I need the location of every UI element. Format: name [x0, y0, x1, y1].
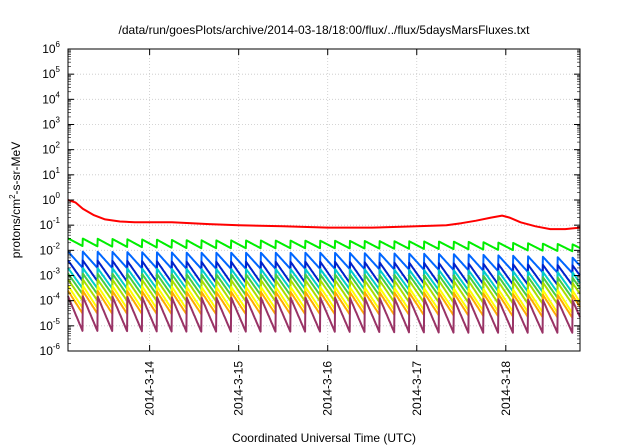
y-tick-label: 10-5	[40, 317, 61, 333]
series-line	[67, 272, 581, 300]
series-line	[67, 295, 581, 334]
series-line	[67, 250, 581, 274]
y-tick-label: 10-2	[40, 241, 61, 257]
series-line	[67, 267, 581, 294]
y-axis-label-suffix: -s-sr-MeV	[9, 142, 23, 195]
chart-title: /data/run/goesPlots/archive/2014-03-18/1…	[119, 23, 531, 37]
x-tick-label: 2014-3-18	[499, 361, 513, 416]
y-axis-ticks: 10-6 10-5 10-4 10-3 10-2 10-1 100 101 102 103 104 1…	[40, 40, 580, 358]
series-line	[67, 284, 581, 315]
y-tick-label: 102	[42, 141, 60, 157]
series-line	[67, 259, 581, 286]
y-tick-label: 104	[42, 90, 60, 106]
series-line	[67, 278, 581, 305]
x-tick-label: 2014-3-17	[410, 361, 424, 416]
y-tick-label: 105	[42, 65, 60, 81]
y-tick-label: 101	[42, 166, 60, 182]
series-line	[67, 199, 581, 231]
x-tick-label: 2014-3-16	[321, 361, 335, 416]
y-tick-label: 100	[42, 191, 60, 207]
y-tick-label: 10-4	[40, 292, 61, 308]
y-tick-label: 10-1	[40, 216, 61, 232]
x-tick-label: 2014-3-14	[143, 361, 157, 416]
x-axis-label: Coordinated Universal Time (UTC)	[232, 431, 416, 445]
series-line	[67, 289, 581, 319]
x-axis-ticks: 2014-3-14 2014-3-15 2014-3-16 2014-3-17 2014…	[143, 49, 513, 416]
y-axis-label: protons/cm2-s-sr-MeV	[8, 142, 23, 258]
y-tick-label: 103	[42, 116, 60, 132]
y-axis-label-prefix: protons/cm	[9, 199, 23, 258]
y-tick-label: 106	[42, 40, 60, 56]
y-tick-label: 10-6	[40, 342, 61, 358]
y-tick-label: 10-3	[40, 267, 61, 283]
series-line	[67, 237, 581, 253]
x-tick-label: 2014-3-15	[232, 361, 246, 416]
series-group	[67, 199, 581, 334]
y-axis-label-sup: 2	[8, 194, 17, 199]
